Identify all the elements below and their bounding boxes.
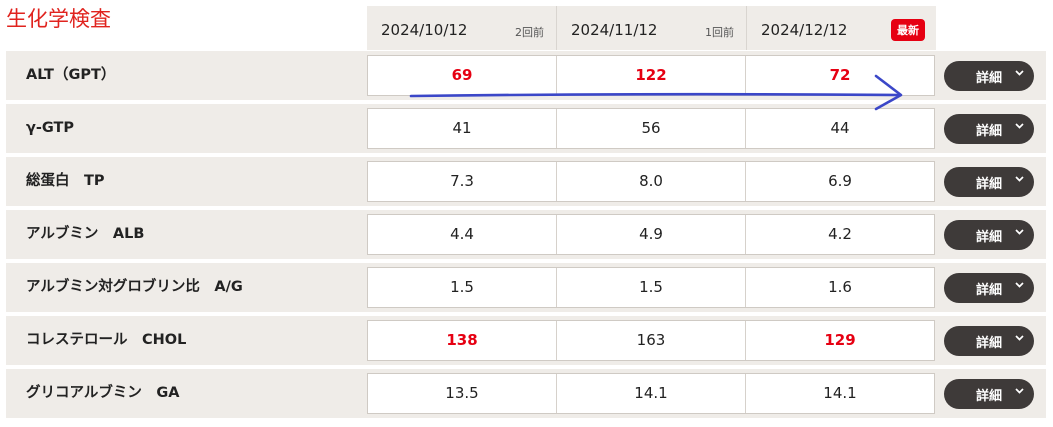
value-cell: 4.2 [828, 225, 852, 243]
page-title: 生化学検査 [6, 7, 111, 31]
column-date: 2024/12/12 [761, 21, 848, 39]
latest-badge: 最新 [891, 19, 925, 41]
chevron-down-icon [1015, 229, 1024, 235]
value-cell: 14.1 [557, 374, 746, 413]
test-name: コレステロール CHOL [26, 332, 187, 348]
value-cell: 129 [824, 331, 856, 349]
value-cell: 122 [557, 56, 746, 95]
column-header-1: 2024/10/12 2回前 [367, 6, 556, 50]
header-divider [746, 6, 747, 50]
test-name: ALT（GPT） [26, 67, 116, 83]
detail-button[interactable]: 詳細 [944, 273, 1034, 303]
value-cell: 163 [557, 321, 746, 360]
chevron-down-icon [1015, 176, 1024, 182]
detail-button[interactable]: 詳細 [944, 114, 1034, 144]
detail-button-label: 詳細 [976, 124, 1003, 139]
test-name: アルブミン対グロブリン比 A/G [26, 279, 243, 295]
column-relative-label: 1回前 [705, 26, 734, 39]
value-cell: 8.0 [557, 162, 746, 201]
value-cell: 13.5 [368, 374, 557, 413]
detail-button[interactable]: 詳細 [944, 326, 1034, 356]
chevron-down-icon [1015, 388, 1024, 394]
table-row: アルブミン対グロブリン比 A/G 1.5 1.5 1.6 詳細 [6, 263, 1046, 312]
value-cell: 44 [830, 119, 850, 137]
column-relative-label: 2回前 [515, 26, 544, 39]
value-cells: 69 122 72 [367, 55, 935, 96]
detail-button-label: 詳細 [976, 389, 1003, 404]
table-row: γ-GTP 41 56 44 詳細 [6, 104, 1046, 153]
detail-button[interactable]: 詳細 [944, 379, 1034, 409]
chevron-down-icon [1015, 335, 1024, 341]
column-header-3: 2024/12/12 最新 [747, 6, 936, 50]
table-row: アルブミン ALB 4.4 4.9 4.2 詳細 [6, 210, 1046, 259]
value-cell: 1.5 [557, 268, 746, 307]
table-row: ALT（GPT） 69 122 72 詳細 [6, 51, 1046, 100]
value-cell: 1.6 [828, 278, 852, 296]
column-date: 2024/11/12 [571, 21, 658, 39]
detail-button-label: 詳細 [976, 336, 1003, 351]
value-cell: 69 [368, 56, 557, 95]
column-header-2: 2024/11/12 1回前 [557, 6, 746, 50]
table-row: 総蛋白 TP 7.3 8.0 6.9 詳細 [6, 157, 1046, 206]
detail-button-label: 詳細 [976, 230, 1003, 245]
value-cell: 1.5 [368, 268, 557, 307]
detail-button-label: 詳細 [976, 177, 1003, 192]
header-divider [556, 6, 557, 50]
value-cells: 41 56 44 [367, 108, 935, 149]
value-cell: 14.1 [823, 384, 857, 402]
value-cell: 4.4 [368, 215, 557, 254]
test-name: アルブミン ALB [26, 226, 145, 242]
test-name: 総蛋白 TP [26, 173, 105, 189]
detail-button[interactable]: 詳細 [944, 167, 1034, 197]
value-cell: 6.9 [828, 172, 852, 190]
value-cell: 41 [368, 109, 557, 148]
value-cells: 1.5 1.5 1.6 [367, 267, 935, 308]
detail-button-label: 詳細 [976, 283, 1003, 298]
test-name: γ-GTP [26, 120, 75, 136]
chevron-down-icon [1015, 282, 1024, 288]
column-date: 2024/10/12 [381, 21, 468, 39]
value-cell: 56 [557, 109, 746, 148]
value-cells: 7.3 8.0 6.9 [367, 161, 935, 202]
value-cell: 7.3 [368, 162, 557, 201]
detail-button[interactable]: 詳細 [944, 220, 1034, 250]
chevron-down-icon [1015, 123, 1024, 129]
table-row: コレステロール CHOL 138 163 129 詳細 [6, 316, 1046, 365]
detail-button[interactable]: 詳細 [944, 61, 1034, 91]
table-row: グリコアルブミン GA 13.5 14.1 14.1 詳細 [6, 369, 1046, 418]
value-cells: 138 163 129 [367, 320, 935, 361]
chevron-down-icon [1015, 70, 1024, 76]
value-cell: 72 [829, 66, 851, 84]
value-cells: 4.4 4.9 4.2 [367, 214, 935, 255]
test-name: グリコアルブミン GA [26, 385, 180, 401]
detail-button-label: 詳細 [976, 71, 1003, 86]
value-cell: 138 [368, 321, 557, 360]
value-cells: 13.5 14.1 14.1 [367, 373, 935, 414]
value-cell: 4.9 [557, 215, 746, 254]
